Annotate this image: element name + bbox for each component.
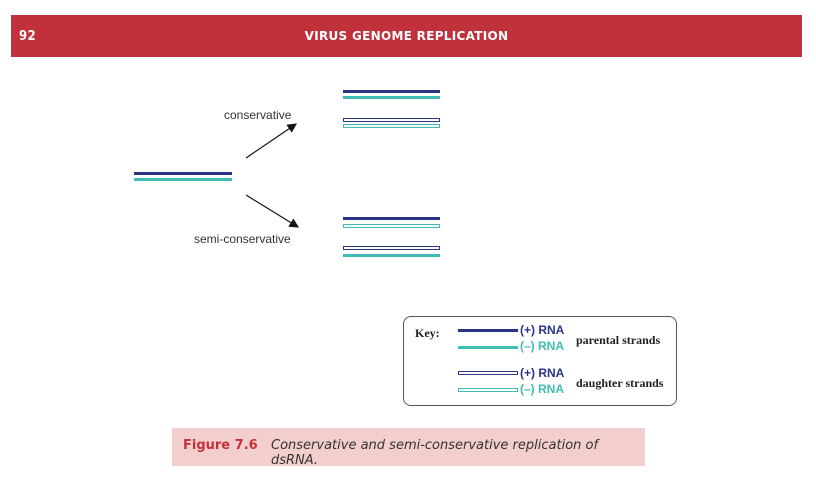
key-parental-plus-swatch: [458, 329, 518, 332]
parental-minus-strand: [343, 254, 440, 257]
key-daughter-description: daughter strands: [576, 376, 664, 390]
key-title: Key:: [415, 326, 440, 340]
running-title: VIRUS GENOME REPLICATION: [304, 29, 509, 43]
input-minus-strand: [134, 178, 232, 181]
key-daughter-plus-swatch: [458, 371, 518, 375]
daughter-plus-strand: [343, 246, 440, 250]
key-parental-minus-label: (–) RNA: [520, 339, 564, 353]
legend-key: Key: (+) RNA (–) RNA parental strands (+…: [403, 316, 677, 406]
key-daughter-minus-label: (–) RNA: [520, 382, 564, 396]
figure-caption: Figure 7.6 Conservative and semi-conserv…: [172, 428, 645, 468]
semi-conservative-arrow: [245, 194, 300, 228]
figure-caption-text: Conservative and semi-conservative repli…: [271, 438, 599, 468]
key-parental-plus-label: (+) RNA: [520, 323, 565, 337]
daughter-minus-strand: [343, 224, 440, 228]
parental-plus-strand: [343, 217, 440, 220]
input-plus-strand: [134, 172, 232, 175]
parental-plus-strand: [343, 90, 440, 93]
conservative-label: conservative: [224, 108, 292, 122]
page-header: 92 VIRUS GENOME REPLICATION: [11, 15, 802, 57]
parental-minus-strand: [343, 96, 440, 99]
conservative-arrow: [245, 123, 297, 159]
figure-number: Figure 7.6: [183, 438, 258, 453]
key-daughter-plus-label: (+) RNA: [520, 366, 565, 380]
semi-conservative-label: semi-conservative: [194, 232, 291, 246]
page-number: 92: [19, 29, 36, 44]
daughter-minus-strand: [343, 124, 440, 128]
key-daughter-minus-swatch: [458, 388, 518, 392]
daughter-plus-strand: [343, 118, 440, 122]
key-parental-minus-swatch: [458, 346, 518, 349]
key-parental-description: parental strands: [576, 333, 661, 347]
